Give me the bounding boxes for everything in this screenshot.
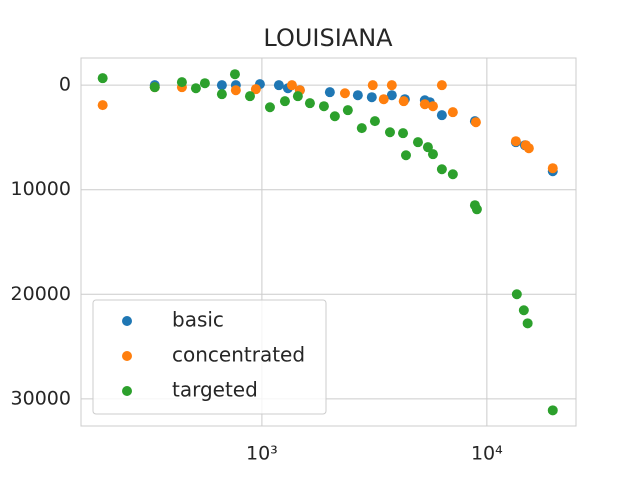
point	[329, 111, 340, 122]
x-axis-label: Population	[278, 479, 378, 480]
legend-box	[92, 299, 327, 415]
legend-marker	[122, 351, 132, 361]
point	[356, 123, 367, 134]
point	[304, 98, 315, 109]
point	[398, 128, 409, 139]
point	[367, 80, 378, 91]
point	[97, 100, 108, 111]
point	[286, 80, 297, 91]
point	[216, 80, 227, 91]
point	[427, 149, 438, 160]
chart-title: LOUISIANA	[263, 24, 393, 52]
point	[436, 164, 447, 175]
point	[523, 143, 534, 154]
point	[386, 90, 397, 101]
point	[547, 405, 558, 416]
point	[190, 83, 201, 94]
point	[250, 84, 261, 95]
point	[324, 87, 335, 98]
point	[522, 318, 533, 329]
legend-label: concentrated	[172, 343, 305, 367]
point	[369, 116, 380, 127]
point	[447, 107, 458, 118]
legend-label: basic	[172, 308, 224, 332]
point	[229, 69, 240, 80]
point	[216, 89, 227, 100]
point	[342, 105, 353, 116]
point	[386, 80, 397, 91]
point	[447, 169, 458, 180]
point	[244, 91, 255, 102]
point	[264, 102, 275, 113]
point	[510, 136, 521, 147]
point	[384, 127, 395, 138]
point	[511, 289, 522, 300]
x-tick-label: 10⁴	[471, 443, 503, 465]
point	[318, 101, 329, 112]
legend-marker	[122, 316, 132, 326]
point	[422, 142, 433, 153]
y-tick-label: 10000	[11, 178, 71, 200]
point	[199, 78, 210, 89]
point	[149, 82, 160, 93]
point	[427, 101, 438, 112]
point	[176, 77, 187, 88]
point	[412, 137, 423, 148]
point	[279, 96, 290, 107]
legend-label: targeted	[172, 378, 258, 402]
point	[339, 88, 350, 99]
point	[471, 204, 482, 215]
point	[292, 91, 303, 102]
point	[436, 80, 447, 91]
point	[518, 305, 529, 316]
point	[378, 94, 389, 105]
y-tick-label: 30000	[11, 387, 71, 409]
y-tick-label: 0	[59, 74, 71, 96]
point	[470, 117, 481, 128]
point	[436, 110, 447, 121]
point	[97, 73, 108, 84]
legend-marker	[122, 386, 132, 396]
point	[366, 92, 377, 103]
point	[400, 150, 411, 161]
point	[230, 85, 241, 96]
y-tick-label: 20000	[11, 283, 71, 305]
x-tick-label: 10³	[246, 443, 278, 465]
point	[398, 96, 409, 107]
point	[419, 99, 430, 110]
point	[273, 80, 284, 91]
point	[352, 90, 363, 101]
point	[547, 163, 558, 174]
